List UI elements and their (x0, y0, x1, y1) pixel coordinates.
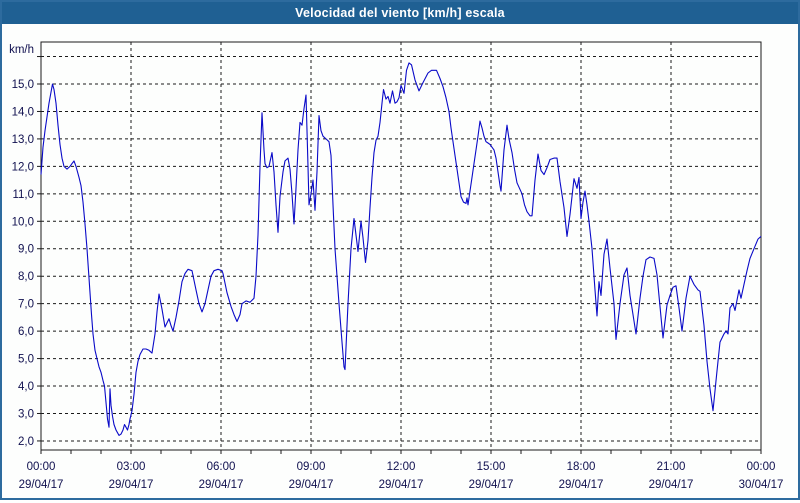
y-tick-label: 3,0 (18, 408, 34, 420)
window-titlebar[interactable]: Velocidad del viento [km/h] escala (2, 2, 798, 24)
x-tick-date-label: 29/04/17 (559, 479, 604, 491)
x-tick-time-label: 00:00 (27, 461, 56, 473)
x-tick-time-label: 18:00 (567, 461, 596, 473)
x-tick-date-label: 29/04/17 (649, 479, 694, 491)
y-tick-label: 5,0 (18, 354, 34, 366)
x-tick-time-label: 03:00 (117, 461, 146, 473)
y-tick-label: 14,0 (12, 106, 34, 118)
y-tick-label: 4,0 (18, 381, 34, 393)
x-tick-time-label: 00:00 (747, 461, 776, 473)
y-tick-label: 9,0 (18, 244, 34, 256)
x-tick-time-label: 06:00 (207, 461, 236, 473)
x-tick-date-label: 29/04/17 (469, 479, 514, 491)
y-tick-label: 11,0 (12, 189, 34, 201)
window-title: Velocidad del viento [km/h] escala (295, 6, 505, 20)
y-tick-label: 7,0 (18, 299, 34, 311)
y-tick-label: 12,0 (12, 161, 34, 173)
y-tick-label: 15,0 (12, 79, 34, 91)
x-tick-time-label: 12:00 (387, 461, 416, 473)
chart-canvas: 2,0 3,0 4,0 5,0 6,0 7,0 8,0 9,0 10,0 11,0 12,0 13,0… (9, 41, 784, 491)
y-tick-label: 2,0 (18, 436, 34, 448)
y-tick-label: 13,0 (12, 134, 34, 146)
y-axis-unit-label: km/h (9, 44, 34, 56)
x-tick-date-label: 29/04/17 (19, 479, 64, 491)
x-tick-date-label: 29/04/17 (199, 479, 244, 491)
wind-speed-line (40, 62, 762, 436)
x-tick-time-label: 15:00 (477, 461, 506, 473)
x-tick-date-label: 29/04/17 (379, 479, 424, 491)
y-tick-label: 6,0 (18, 326, 34, 338)
y-tick-label: 8,0 (18, 271, 34, 283)
x-tick-date-label: 30/04/17 (739, 479, 784, 491)
x-tick-date-label: 29/04/17 (109, 479, 154, 491)
x-tick-time-label: 09:00 (297, 461, 326, 473)
x-tick-time-label: 21:00 (657, 461, 686, 473)
plot-border (40, 41, 762, 451)
x-tick-date-label: 29/04/17 (289, 479, 334, 491)
wind-speed-chart: 2,0 3,0 4,0 5,0 6,0 7,0 8,0 9,0 10,0 11,0 12,0 13,0… (2, 24, 798, 498)
y-tick-label: 10,0 (12, 216, 34, 228)
